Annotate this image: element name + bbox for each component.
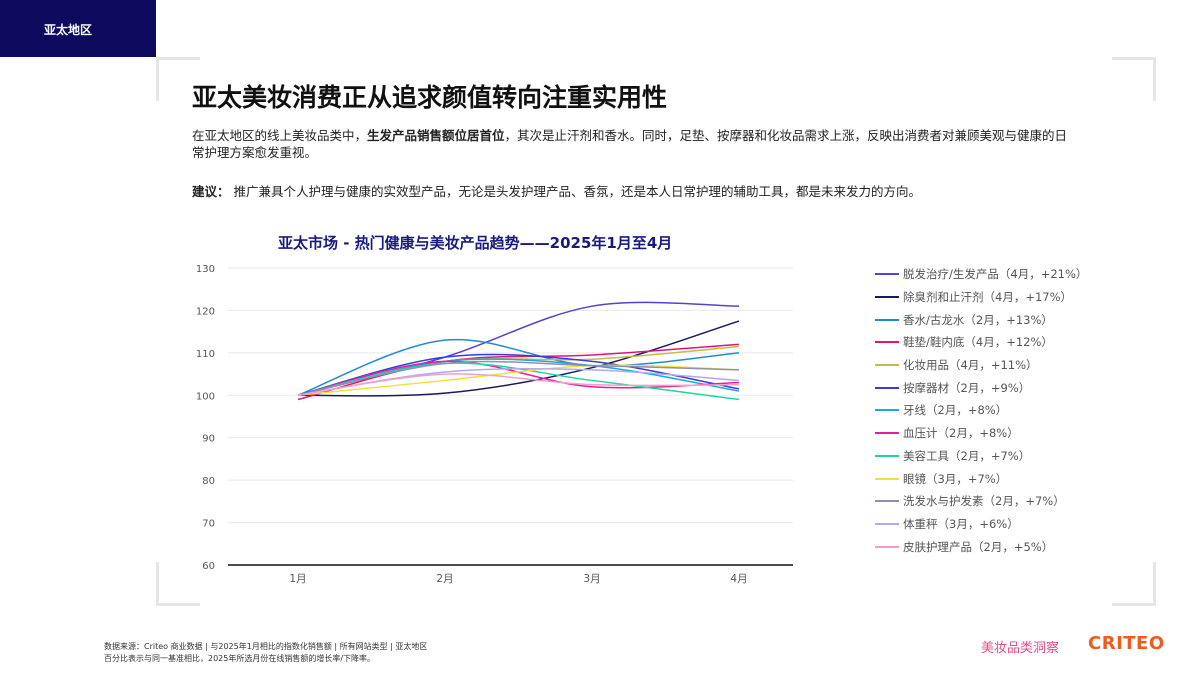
legend-item: 洗发水与护发素（2月，+7%） — [875, 490, 1087, 513]
series-line — [297, 343, 740, 401]
legend-label: 皮肤护理产品（2月，+5%） — [903, 539, 1054, 554]
legend-swatch — [875, 296, 899, 299]
legend-item: 体重秤（3月，+6%） — [875, 513, 1087, 536]
legend-swatch — [875, 500, 899, 503]
legend-swatch — [875, 409, 899, 412]
series-line — [297, 360, 740, 397]
y-tick-label: 130 — [196, 264, 215, 275]
legend-label: 眼镜（3月，+7%） — [903, 471, 1008, 486]
legend-item: 美容工具（2月，+7%） — [875, 445, 1087, 468]
legend-label: 按摩器材（2月，+9%） — [903, 380, 1031, 395]
legend-label: 洗发水与护发素（2月，+7%） — [903, 494, 1065, 509]
legend-item: 眼镜（3月，+7%） — [875, 467, 1087, 490]
footer-notes: 数据来源：Criteo 商业数据 | 与2025年1月相比的指数化销售额 | 所… — [104, 641, 427, 665]
legend-item: 血压计（2月，+8%） — [875, 422, 1087, 445]
legend-item: 香水/古龙水（2月，+13%） — [875, 308, 1087, 331]
chart-title: 亚太市场 - 热门健康与美妆产品趋势——2025年1月至4月 — [278, 234, 673, 252]
legend-label: 化妆用品（4月，+11%） — [903, 358, 1038, 373]
y-tick-label: 110 — [196, 349, 215, 360]
legend-swatch — [875, 386, 899, 389]
x-tick-label: 2月 — [436, 573, 453, 585]
series-line — [297, 373, 740, 397]
legend-swatch — [875, 364, 899, 367]
legend-swatch — [875, 545, 899, 548]
legend-label: 美容工具（2月，+7%） — [903, 448, 1031, 463]
legend-label: 除臭剂和止汗剂（4月，+17%） — [903, 290, 1073, 305]
legend-swatch — [875, 273, 899, 276]
rec-label: 建议： — [192, 184, 230, 199]
legend-label: 脱发治疗/生发产品（4月，+21%） — [903, 267, 1088, 282]
y-tick-label: 80 — [202, 476, 215, 487]
brand-label: 美妆品类洞察 — [981, 641, 1060, 656]
legend-swatch — [875, 477, 899, 480]
criteo-logo: CRITEO — [1088, 633, 1165, 654]
desc-text: 在亚太地区的线上美妆品类中， — [192, 128, 368, 143]
legend-item: 脱发治疗/生发产品（4月，+21%） — [875, 263, 1087, 286]
percent-note: 百分比表示与同一基准相比，2025年所选月份在线销售额的增长率/下降率。 — [104, 654, 376, 663]
recommendation: 建议： 推广兼具个人护理与健康的实效型产品，无论是头发护理产品、香氛，还是本人日… — [192, 181, 921, 200]
legend-item: 化妆用品（4月，+11%） — [875, 354, 1087, 377]
legend-label: 香水/古龙水（2月，+13%） — [903, 312, 1053, 327]
desc-highlight: 生发产品销售额位居首位 — [367, 128, 505, 143]
legend-label: 血压计（2月，+8%） — [903, 426, 1019, 441]
legend-item: 按摩器材（2月，+9%） — [875, 376, 1087, 399]
legend-swatch — [875, 318, 899, 321]
legend-item: 鞋垫/鞋内底（4月，+12%） — [875, 331, 1087, 354]
series-line — [297, 338, 740, 396]
region-tag: 亚太地区 — [0, 0, 156, 57]
y-tick-label: 70 — [202, 519, 215, 530]
chart-legend: 脱发治疗/生发产品（4月，+21%） 除臭剂和止汗剂（4月，+17%） 香水/古龙水… — [875, 263, 1087, 558]
rec-text: 推广兼具个人护理与健康的实效型产品，无论是头发护理产品、香氛，还是本人日常护理的… — [233, 184, 922, 199]
y-tick-label: 100 — [196, 391, 215, 402]
legend-label: 体重秤（3月，+6%） — [903, 516, 1019, 531]
legend-item: 除臭剂和止汗剂（4月，+17%） — [875, 286, 1087, 309]
frame-corner — [1112, 57, 1156, 101]
legend-label: 鞋垫/鞋内底（4月，+12%） — [903, 335, 1053, 350]
desc-text: ，其次是止汗剂和香水。同时，足垫、按摩器和化妆品需求上涨，反映出消费者对兼顾美观… — [192, 128, 1068, 160]
x-tick-label: 3月 — [583, 573, 600, 585]
x-tick-label: 4月 — [730, 573, 747, 585]
legend-item: 皮肤护理产品（2月，+5%） — [875, 535, 1087, 558]
y-tick-label: 60 — [202, 561, 215, 572]
description: 在亚太地区的线上美妆品类中，生发产品销售额位居首位，其次是止汗剂和香水。同时，足… — [192, 127, 1072, 161]
series-line — [297, 364, 740, 397]
legend-swatch — [875, 454, 899, 457]
frame-corner — [156, 57, 200, 101]
frame-corner — [156, 562, 200, 606]
y-tick-label: 90 — [202, 434, 215, 445]
legend-item: 牙线（2月，+8%） — [875, 399, 1087, 422]
source-note: 数据来源：Criteo 商业数据 | 与2025年1月相比的指数化销售额 | 所… — [104, 642, 428, 651]
legend-swatch — [875, 522, 899, 525]
page-title: 亚太美妆消费正从追求颜值转向注重实用性 — [192, 83, 668, 112]
frame-corner — [1112, 562, 1156, 606]
series-line — [297, 320, 740, 397]
legend-swatch — [875, 432, 899, 435]
x-tick-label: 1月 — [289, 573, 306, 585]
legend-swatch — [875, 341, 899, 344]
y-tick-label: 120 — [196, 306, 215, 317]
legend-label: 牙线（2月，+8%） — [903, 403, 1008, 418]
